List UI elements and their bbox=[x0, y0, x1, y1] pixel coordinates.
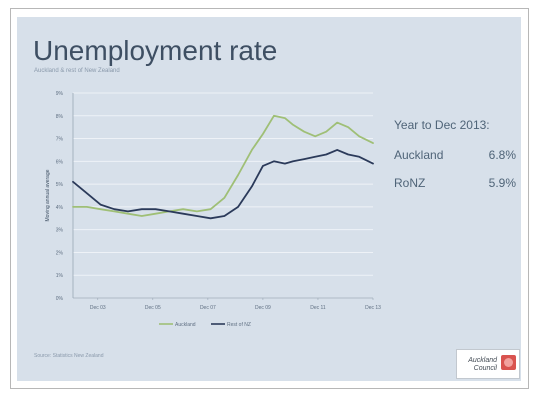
y-tick-label: 0% bbox=[56, 296, 64, 302]
x-tick-label: Dec 05 bbox=[145, 305, 161, 311]
y-tick-label: 3% bbox=[56, 228, 64, 234]
y-tick-label: 4% bbox=[56, 205, 64, 211]
x-tick-label: Dec 11 bbox=[310, 305, 326, 311]
stat-label: Auckland bbox=[394, 148, 444, 162]
y-tick-label: 9% bbox=[56, 91, 64, 97]
series-line-rest-of-nz bbox=[72, 148, 374, 220]
chart-subtitle: Auckland & rest of New Zealand bbox=[34, 68, 120, 74]
x-tick-label: Dec 03 bbox=[90, 305, 106, 311]
chart-slide: Unemployment rate Auckland & rest of New… bbox=[17, 17, 521, 381]
unemployment-line-chart: 0% 1% 2% 3% 4% 5% 6% 7% 8% 9% Dec 03 Dec 05 Dec 07 De… bbox=[45, 91, 381, 328]
stat-value: 6.8% bbox=[488, 148, 516, 162]
x-tick-label: Dec 09 bbox=[255, 305, 271, 311]
y-tick-label: 7% bbox=[56, 137, 64, 143]
y-tick-label: 8% bbox=[56, 114, 64, 120]
y-tick-label: 5% bbox=[56, 182, 64, 188]
x-tick-label: Dec 07 bbox=[200, 305, 216, 311]
y-axis-label: Moving annual average bbox=[45, 169, 51, 221]
x-tick-label: Dec 13 bbox=[365, 305, 381, 311]
chart-title: Unemployment rate bbox=[33, 35, 278, 66]
legend-label: Auckland bbox=[175, 322, 196, 328]
logo-emblem-icon bbox=[501, 355, 516, 370]
legend-label: Rest of NZ bbox=[227, 322, 251, 328]
series-line-auckland bbox=[72, 114, 374, 217]
source-note: Source: Statistics New Zealand bbox=[34, 353, 104, 359]
logo-wordmark: Auckland Council bbox=[468, 357, 497, 372]
auckland-council-logo: Auckland Council bbox=[456, 349, 520, 379]
y-tick-label: 1% bbox=[56, 273, 64, 279]
y-tick-label: 2% bbox=[56, 250, 64, 256]
stat-value: 5.9% bbox=[488, 176, 516, 190]
stats-heading: Year to Dec 2013: bbox=[394, 118, 490, 132]
stat-label: RoNZ bbox=[394, 176, 426, 190]
y-tick-label: 6% bbox=[56, 159, 64, 165]
